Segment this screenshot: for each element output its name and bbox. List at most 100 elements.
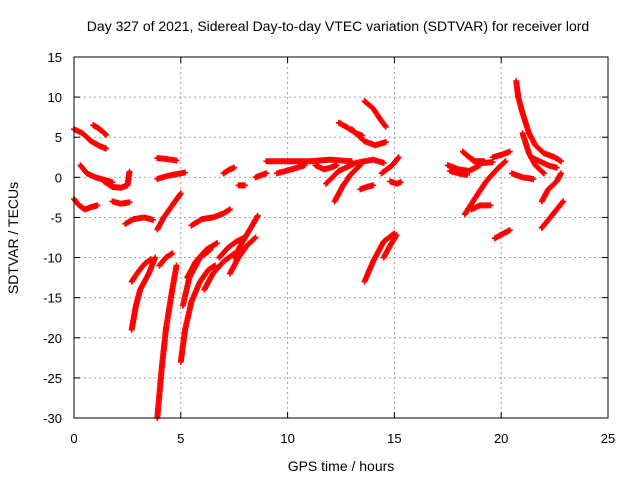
data-point <box>382 139 389 146</box>
chart-title: Day 327 of 2021, Sidereal Day-to-day VTE… <box>87 18 589 34</box>
series-arc-03 <box>77 162 116 186</box>
series-arc-19 <box>201 250 238 293</box>
series-arc-07 <box>122 214 157 227</box>
y-tick-label: 5 <box>55 130 62 145</box>
data-point <box>558 158 565 165</box>
series-arc-24 <box>235 182 248 189</box>
data-point <box>182 169 189 176</box>
data-point <box>464 171 471 178</box>
series-arc-27 <box>273 162 308 177</box>
x-axis-label: GPS time / hours <box>288 458 395 474</box>
series-arc-50 <box>528 154 560 171</box>
data-point <box>251 235 258 242</box>
data-point <box>540 170 547 177</box>
data-point <box>394 155 401 162</box>
data-point <box>231 164 238 171</box>
grid-lines <box>74 57 608 418</box>
series-arc-51 <box>538 170 565 205</box>
data-point <box>530 175 537 182</box>
series-arc-26 <box>263 156 355 165</box>
data-point <box>214 240 221 247</box>
y-tick-label: -10 <box>43 251 62 266</box>
series-arc-15 <box>177 262 218 365</box>
data-point <box>226 206 233 213</box>
x-tick-label: 10 <box>280 431 294 446</box>
y-tick-label: 15 <box>48 50 62 65</box>
y-tick-label: -30 <box>43 411 62 426</box>
series-arc-28 <box>312 162 340 173</box>
series-arc-46 <box>491 227 513 242</box>
data-point <box>126 199 133 206</box>
series-arc-23 <box>220 164 238 177</box>
y-tick-label: -25 <box>43 371 62 386</box>
data-point <box>241 182 248 189</box>
series-arc-44 <box>468 202 494 213</box>
data-point <box>395 154 402 161</box>
data-point <box>333 162 340 169</box>
data-point <box>487 202 494 209</box>
series-arc-36 <box>387 178 404 187</box>
data-point <box>553 164 560 171</box>
y-tick-label: -20 <box>43 331 62 346</box>
series-arc-35 <box>378 154 402 177</box>
data-point <box>173 157 180 164</box>
series-arc-34 <box>357 182 377 193</box>
x-tick-label: 0 <box>70 431 77 446</box>
series-arc-12 <box>154 190 184 233</box>
data-point <box>103 131 110 138</box>
data-point <box>263 170 270 177</box>
data-point <box>126 168 133 175</box>
data-point <box>177 190 184 197</box>
y-axis-label: SDTVAR / TECUs <box>5 182 21 294</box>
data-point <box>502 158 509 165</box>
y-tick-label: 0 <box>55 170 62 185</box>
y-tick-label: -5 <box>50 210 62 225</box>
series-arc-04 <box>90 122 110 138</box>
series-arc-29 <box>323 156 387 187</box>
x-tick-label: 25 <box>601 431 615 446</box>
y-tick-label: -15 <box>43 291 62 306</box>
series-arc-32 <box>348 126 389 149</box>
data-point <box>150 216 157 223</box>
x-tick-label: 20 <box>494 431 508 446</box>
axis-ticks: 0 5 10 15 20 25 15 10 5 0 -5 -10 -15 -20 -25 -30 <box>43 50 615 446</box>
data-point <box>370 182 377 189</box>
series-arc-48 <box>519 130 547 177</box>
series-arc-17 <box>184 240 221 281</box>
data-point <box>356 163 363 170</box>
data-point <box>380 159 387 166</box>
data-point <box>254 212 261 219</box>
data-point <box>169 250 176 257</box>
series-arc-47 <box>513 78 565 165</box>
data-point <box>506 148 513 155</box>
series-arc-02 <box>71 195 101 213</box>
series-arc-18 <box>188 206 233 229</box>
series-arc-45 <box>489 148 513 161</box>
data-point <box>152 254 159 261</box>
data-point <box>539 169 546 176</box>
series-arc-11 <box>156 250 176 269</box>
data-marks <box>71 78 567 421</box>
y-tick-label: 10 <box>48 90 62 105</box>
data-point <box>559 199 566 206</box>
x-tick-label: 5 <box>177 431 184 446</box>
series-arc-30 <box>331 162 364 205</box>
data-point <box>382 123 389 130</box>
series-arc-13 <box>154 155 180 164</box>
data-point <box>506 227 513 234</box>
data-point <box>382 122 389 129</box>
series-arc-14 <box>154 169 189 182</box>
data-point <box>252 234 259 241</box>
series-arc-49 <box>508 170 537 182</box>
data-point <box>147 256 154 263</box>
data-point <box>173 262 180 269</box>
series-arc-38 <box>380 232 400 261</box>
series-arc-21 <box>226 234 259 277</box>
x-tick-label: 15 <box>387 431 401 446</box>
series-arc-08 <box>128 254 159 333</box>
series-arc-22 <box>231 212 261 261</box>
series-arc-52 <box>538 198 567 231</box>
series-arc-05 <box>100 168 133 191</box>
data-point <box>560 198 567 205</box>
